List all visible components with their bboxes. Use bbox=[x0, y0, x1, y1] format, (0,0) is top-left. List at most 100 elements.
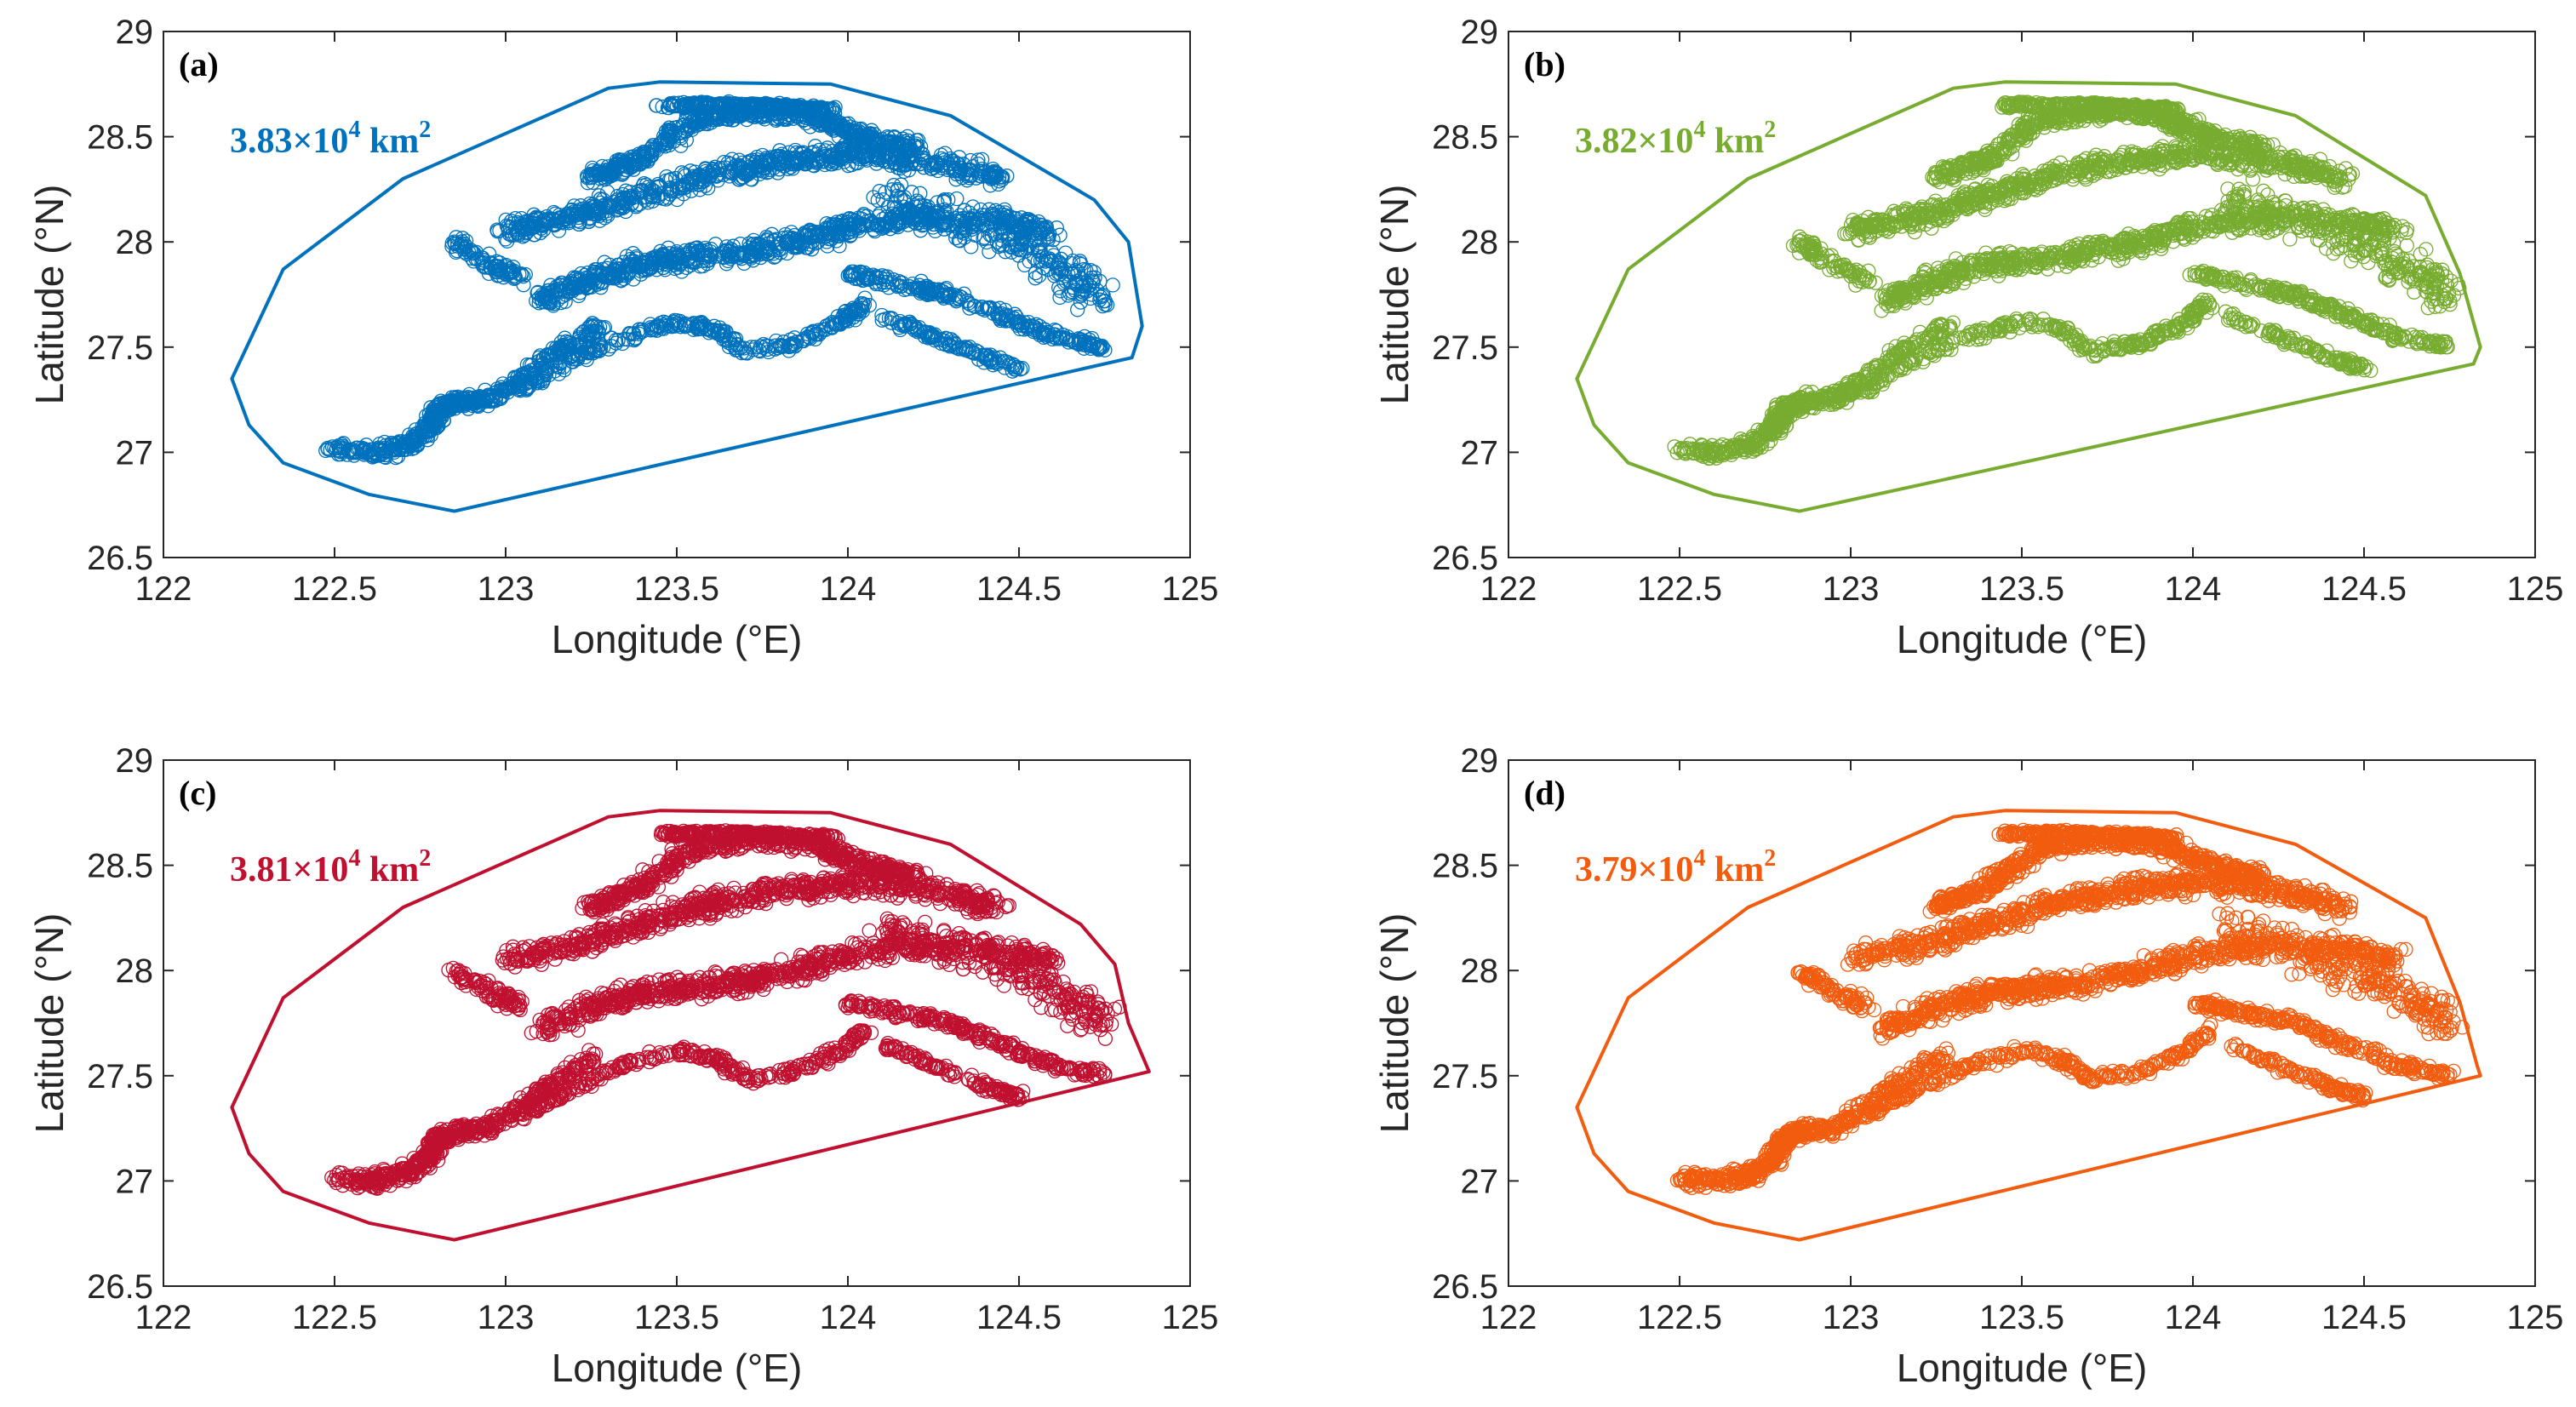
scatter-point bbox=[868, 217, 884, 233]
scatter-point bbox=[585, 206, 601, 221]
scatter-point bbox=[1040, 327, 1056, 343]
scatter-point bbox=[1073, 295, 1089, 310]
scatter-point bbox=[752, 166, 767, 182]
scatter-point bbox=[1740, 434, 1755, 449]
scatter-point bbox=[993, 169, 1010, 185]
scatter-point bbox=[852, 128, 867, 143]
scatter-point bbox=[1881, 352, 1897, 368]
scatter-point bbox=[939, 203, 954, 220]
scatter-point bbox=[943, 153, 959, 169]
scatter-point bbox=[693, 169, 708, 184]
scatter-point bbox=[730, 337, 745, 352]
x-tick-label: 123.5 bbox=[634, 570, 719, 608]
scatter-point bbox=[1049, 331, 1064, 346]
scatter-point bbox=[1737, 444, 1753, 460]
scatter-point bbox=[900, 133, 916, 148]
scatter-point bbox=[684, 171, 700, 187]
scatter-point bbox=[926, 282, 942, 297]
scatter-point bbox=[518, 214, 533, 230]
scatter-point bbox=[696, 94, 712, 111]
scatter-point bbox=[531, 290, 547, 306]
scatter-point bbox=[512, 383, 528, 398]
scatter-point bbox=[962, 300, 977, 316]
scatter-point bbox=[758, 95, 774, 112]
scatter-point bbox=[580, 175, 596, 191]
scatter-point bbox=[697, 240, 713, 256]
scatter-point bbox=[1005, 363, 1021, 379]
scatter-point bbox=[500, 233, 515, 249]
scatter-point bbox=[1060, 329, 1075, 345]
scatter-point bbox=[442, 398, 457, 414]
scatter-point bbox=[533, 225, 548, 241]
scatter-point bbox=[787, 142, 803, 158]
scatter-point bbox=[1070, 302, 1085, 317]
scatter-point bbox=[518, 382, 535, 398]
scatter-point bbox=[588, 202, 604, 218]
scatter-point bbox=[1680, 444, 1695, 460]
scatter-point bbox=[1814, 391, 1829, 406]
scatter-point bbox=[954, 220, 970, 235]
scatter-point bbox=[438, 401, 453, 417]
scatter-point bbox=[455, 238, 470, 255]
scatter-point bbox=[589, 277, 605, 292]
scatter-point bbox=[888, 136, 904, 152]
scatter-point bbox=[874, 307, 890, 323]
scatter-point bbox=[653, 136, 669, 152]
scatter-point bbox=[1052, 289, 1068, 306]
scatter-point bbox=[980, 300, 996, 317]
scatter-point bbox=[1806, 395, 1823, 410]
x-tick-label: 124.5 bbox=[2321, 570, 2407, 608]
scatter-point bbox=[755, 340, 770, 356]
scatter-point bbox=[501, 223, 516, 238]
scatter-point bbox=[865, 267, 881, 283]
scatter-point bbox=[884, 315, 899, 330]
scatter-point bbox=[910, 195, 926, 211]
scatter-point bbox=[507, 270, 524, 285]
scatter-point bbox=[999, 209, 1016, 225]
scatter-point bbox=[595, 158, 610, 174]
scatter-point bbox=[827, 121, 842, 136]
scatter-point bbox=[747, 340, 764, 355]
scatter-point bbox=[936, 221, 952, 237]
scatter-point bbox=[939, 331, 954, 346]
scatter-point bbox=[844, 146, 859, 162]
scatter-point bbox=[401, 438, 416, 453]
scatter-point bbox=[890, 278, 905, 295]
scatter-point bbox=[884, 182, 900, 197]
scatter-point bbox=[949, 191, 965, 207]
scatter-point bbox=[942, 288, 957, 304]
scatter-point bbox=[761, 344, 776, 360]
scatter-point bbox=[1942, 319, 1957, 335]
scatter-point bbox=[587, 323, 604, 339]
scatter-point bbox=[851, 217, 867, 232]
scatter-point bbox=[1035, 249, 1050, 265]
scatter-point bbox=[552, 355, 569, 370]
scatter-point bbox=[953, 289, 969, 305]
scatter-point bbox=[650, 320, 665, 335]
scatter-point bbox=[683, 258, 698, 273]
scatter-point bbox=[765, 246, 781, 261]
scatter-point bbox=[1788, 401, 1803, 416]
scatter-point bbox=[346, 443, 362, 459]
scatter-point bbox=[559, 206, 575, 221]
scatter-point bbox=[599, 206, 615, 221]
scatter-point bbox=[809, 155, 825, 170]
scatter-point bbox=[783, 100, 799, 115]
scatter-point bbox=[670, 248, 685, 263]
scatter-point bbox=[771, 162, 787, 177]
y-tick-label: 27 bbox=[1461, 434, 1499, 472]
x-tick-label: 125 bbox=[1162, 570, 1219, 608]
scatter-point bbox=[1763, 432, 1778, 449]
scatter-point bbox=[659, 318, 674, 334]
scatter-point bbox=[787, 330, 803, 346]
scatter-point bbox=[1012, 362, 1028, 377]
x-axis-label: Longitude (°E) bbox=[552, 617, 803, 661]
scatter-point bbox=[1036, 232, 1051, 248]
y-tick-label: 26.5 bbox=[1432, 540, 1498, 577]
scatter-point bbox=[860, 269, 875, 284]
scatter-point bbox=[509, 380, 525, 395]
scatter-point bbox=[698, 163, 713, 180]
scatter-point bbox=[1925, 323, 1941, 338]
scatter-point bbox=[878, 185, 893, 200]
scatter-point bbox=[590, 163, 605, 179]
